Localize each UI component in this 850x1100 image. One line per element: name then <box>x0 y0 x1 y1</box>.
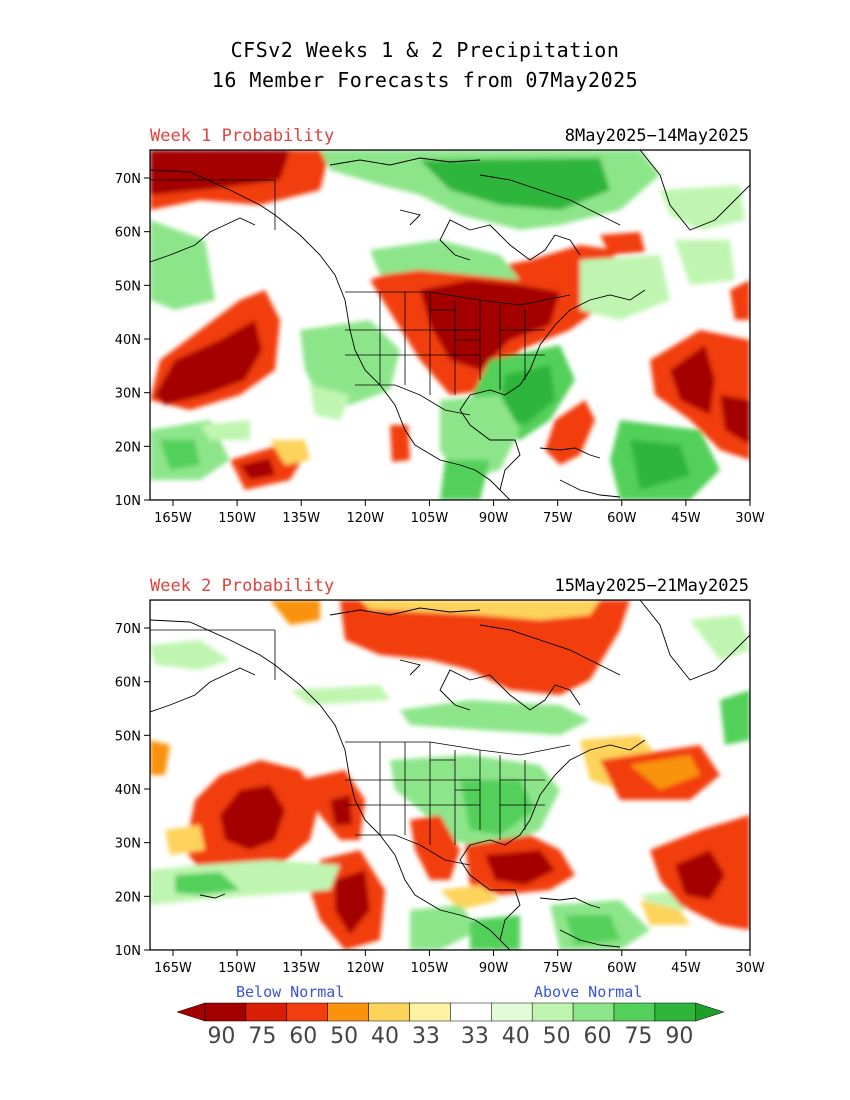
week1-lat-label: 20N <box>115 440 141 455</box>
colorbar-tick-label: 50 <box>543 1024 571 1049</box>
week2-lat-label: 30N <box>115 837 141 852</box>
week2-lat-label: 10N <box>115 944 141 959</box>
week1-lat-label: 50N <box>115 279 141 294</box>
week1-dates: 8May2025−14May2025 <box>564 126 749 146</box>
below-normal-label: Below Normal <box>236 983 345 1001</box>
week1-lat-label: 40N <box>115 333 141 348</box>
colorbar-tick-label: 40 <box>502 1024 530 1049</box>
week2-lon-label: 120W <box>346 961 384 976</box>
week2-lat-label: 70N <box>115 622 141 637</box>
colorbar-swatch <box>368 1002 410 1022</box>
week2-label: Week 2 Probability <box>150 576 335 596</box>
week1-lon-label: 75W <box>543 511 573 526</box>
colorbar-swatch <box>654 1002 697 1022</box>
week2-map <box>150 600 750 950</box>
colorbar-swatch <box>491 1002 533 1022</box>
week1-axes: 70N 60N 50N 40N 30N 20N 10N 165W 150W 135W 120W 105… <box>115 172 765 526</box>
week1-map <box>150 150 750 500</box>
week1-lat-label: 10N <box>115 494 141 509</box>
colorbar-swatch <box>531 1002 574 1022</box>
colorbar-tick-label: 75 <box>624 1024 652 1049</box>
colorbar-tick-label: 33 <box>461 1024 489 1049</box>
week1-lat-label: 30N <box>115 387 141 402</box>
week1-lon-label: 150W <box>218 511 256 526</box>
week1-lat-label: 70N <box>115 172 141 187</box>
week2-frame <box>149 599 751 951</box>
week1-borders <box>150 179 571 416</box>
colorbar-swatch <box>327 1002 369 1022</box>
week1-lon-label: 165W <box>154 511 192 526</box>
week2-lat-label: 20N <box>115 890 141 905</box>
colorbar-swatch <box>245 1002 288 1022</box>
colorbar-swatch <box>204 1002 247 1022</box>
week2-lon-label: 165W <box>154 961 192 976</box>
week2-lon-label: 30W <box>735 961 765 976</box>
colorbar-tick-label: 75 <box>248 1024 276 1049</box>
colorbar-swatch <box>286 1002 328 1022</box>
week1-lon-label: 120W <box>346 511 384 526</box>
chart-title-line2: 16 Member Forecasts from 07May2025 <box>211 68 639 92</box>
above-normal-label: Above Normal <box>534 983 643 1001</box>
week1-coastlines <box>150 150 750 500</box>
week2-lon-label: 90W <box>479 961 509 976</box>
week1-lat-label: 60N <box>115 226 141 241</box>
colorbar-swatch <box>450 1002 492 1022</box>
colorbar-tick-label: 50 <box>330 1024 358 1049</box>
week2-coastlines <box>150 600 750 950</box>
colorbar-tick-label: 33 <box>412 1024 440 1049</box>
week1-lon-label: 105W <box>411 511 449 526</box>
week1-label: Week 1 Probability <box>150 126 335 146</box>
colorbar-swatch <box>613 1002 656 1022</box>
colorbar-tick-label: 40 <box>371 1024 399 1049</box>
week2-dates: 15May2025−21May2025 <box>554 576 749 596</box>
chart-title-line1: CFSv2 Weeks 1 & 2 Precipitation <box>230 38 620 62</box>
colorbar-tick-label: 60 <box>289 1024 317 1049</box>
week1-lon-label: 135W <box>282 511 320 526</box>
week1-frame <box>149 149 751 501</box>
week2-lat-label: 40N <box>115 783 141 798</box>
week1-lon-label: 45W <box>671 511 701 526</box>
week2-axes: 70N 60N 50N 40N 30N 20N 10N 165W 150W 135W 120W 105… <box>115 622 765 976</box>
week2-borders <box>150 629 571 866</box>
week2-lon-label: 75W <box>543 961 573 976</box>
colorbar-tick-label: 60 <box>584 1024 612 1049</box>
colorbar-tick-label: 90 <box>207 1024 235 1049</box>
week1-lon-label: 90W <box>479 511 509 526</box>
week2-lon-label: 150W <box>218 961 256 976</box>
colorbar-end-above <box>695 1002 725 1022</box>
week2-lon-label: 60W <box>607 961 637 976</box>
week2-lon-label: 135W <box>282 961 320 976</box>
colorbar-swatch <box>572 1002 615 1022</box>
week1-lon-label: 30W <box>735 511 765 526</box>
colorbar-swatch <box>409 1002 451 1022</box>
week2-lat-label: 50N <box>115 729 141 744</box>
colorbar-end-below <box>176 1002 206 1022</box>
week2-lon-label: 105W <box>411 961 449 976</box>
colorbar-tick-label: 90 <box>665 1024 693 1049</box>
week1-lon-label: 60W <box>607 511 637 526</box>
colorbar-legend: 90 75 60 50 40 33 33 40 50 60 75 90 <box>176 1002 725 1049</box>
week2-lon-label: 45W <box>671 961 701 976</box>
week2-lat-label: 60N <box>115 676 141 691</box>
